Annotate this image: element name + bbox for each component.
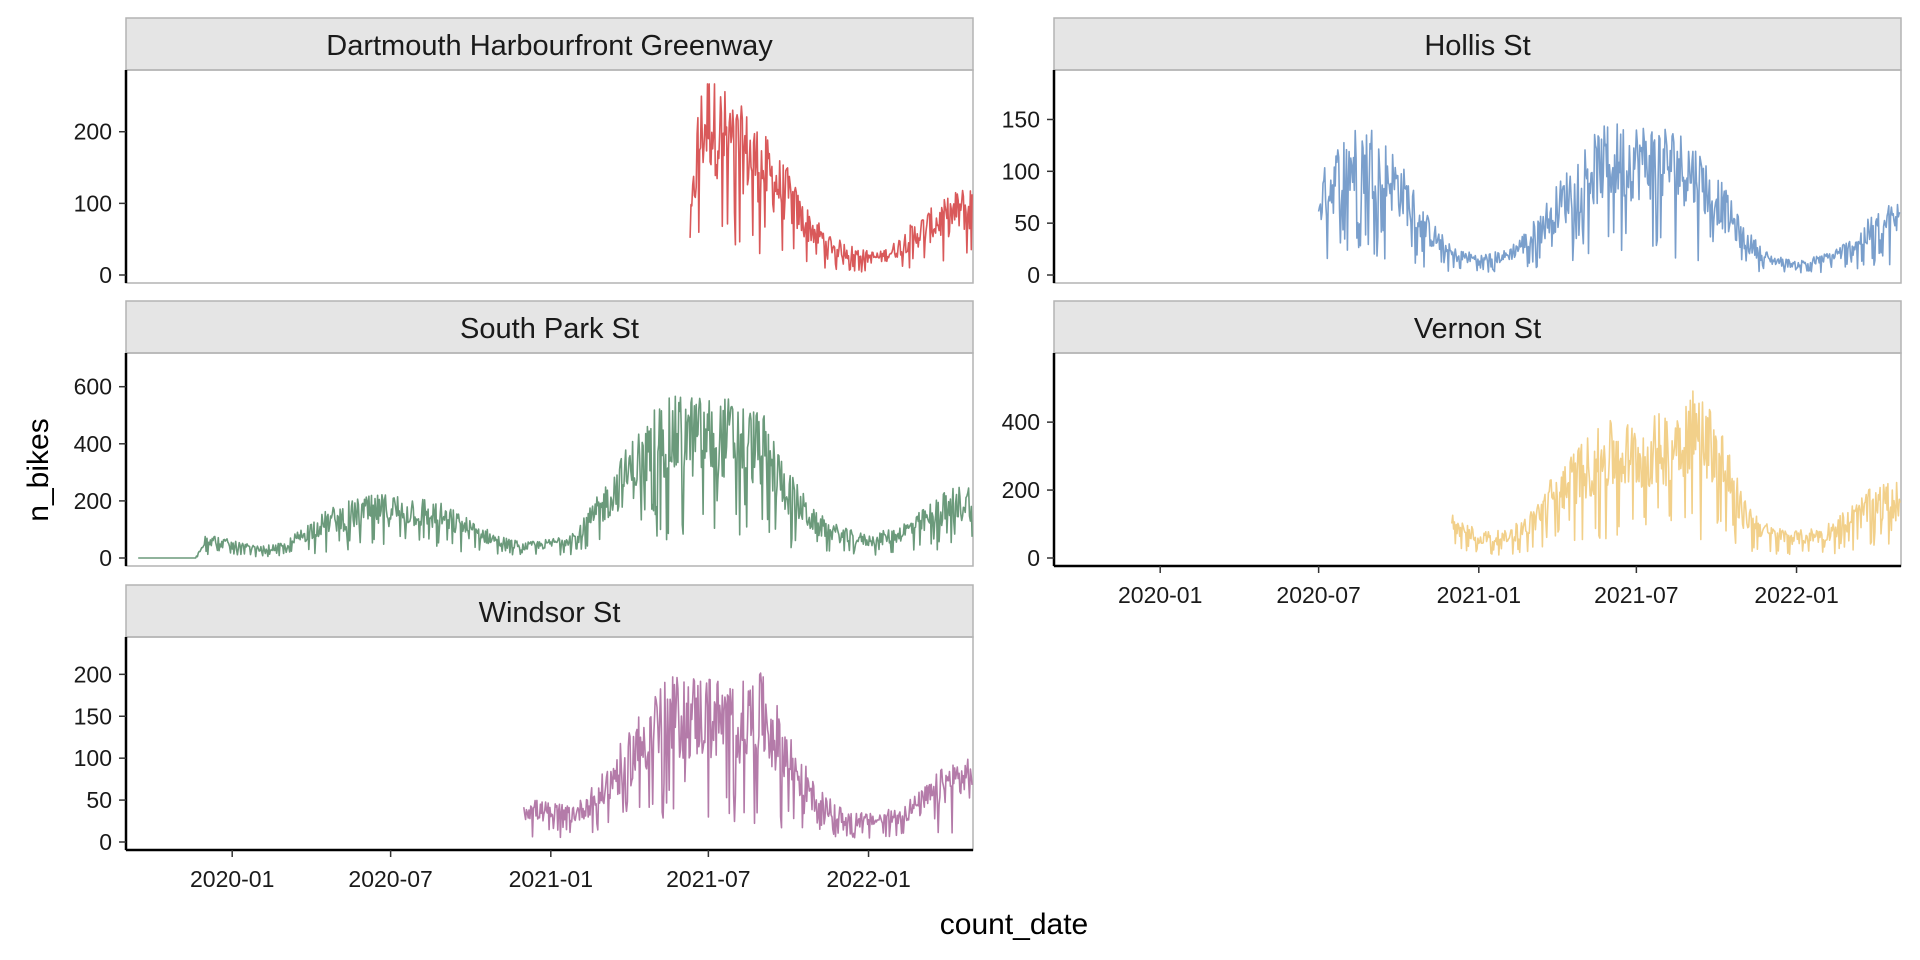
- y-tick-label: 200: [74, 488, 112, 514]
- y-tick-label: 150: [1002, 106, 1040, 132]
- x-tick-label: 2020-07: [348, 866, 432, 892]
- facet-panel-border: [1053, 69, 1902, 284]
- x-tick-label: 2020-07: [1276, 582, 1360, 608]
- y-tick-label: 200: [74, 119, 112, 145]
- facet-panel-border: [1053, 352, 1902, 567]
- y-tick-label: 0: [99, 545, 112, 571]
- y-tick-label: 600: [74, 374, 112, 400]
- facet-strip: [1053, 300, 1902, 354]
- y-tick-label: 400: [74, 431, 112, 457]
- facet-strip-label: Dartmouth Harbourfront Greenway: [326, 30, 773, 62]
- series-line: [1451, 390, 1901, 556]
- facet-strip-label: Hollis St: [1424, 30, 1530, 62]
- facet-strip-label: Vernon St: [1414, 313, 1541, 345]
- y-tick-label: 100: [1002, 158, 1040, 184]
- x-axis-title: count_date: [940, 908, 1088, 941]
- facet-strip: [125, 300, 974, 354]
- y-tick-label: 0: [1027, 545, 1040, 571]
- facet-strip: [125, 17, 974, 71]
- facet-panels: Dartmouth Harbourfront Greenway 0 100 200 Ho…: [74, 17, 1902, 892]
- y-tick-label: 100: [74, 745, 112, 771]
- y-tick-label: 0: [1027, 262, 1040, 288]
- y-tick-label: 0: [99, 262, 112, 288]
- x-tick-label: 2021-07: [666, 866, 750, 892]
- y-tick-label: 400: [1002, 409, 1040, 435]
- series-line: [523, 672, 973, 839]
- y-tick-label: 50: [86, 787, 112, 813]
- y-tick-label: 0: [99, 829, 112, 855]
- facet-panel-2: South Park St 0 200 400 600: [74, 300, 974, 571]
- y-tick-label: 100: [74, 190, 112, 216]
- series-line: [1317, 123, 1901, 274]
- y-tick-label: 200: [74, 661, 112, 687]
- facet-panel-3: Vernon St 0 200 400 2020-01 2020-07 2021-01 202…: [1002, 300, 1902, 608]
- x-tick-label: 2021-01: [1437, 582, 1521, 608]
- facet-panel-border: [125, 352, 974, 567]
- facet-panel-0: Dartmouth Harbourfront Greenway 0 100 200: [74, 17, 974, 288]
- x-tick-label: 2022-01: [826, 866, 910, 892]
- y-axis-title: n_bikes: [22, 418, 55, 521]
- facet-panel-1: Hollis St 0 50 100 150: [1002, 17, 1902, 288]
- x-tick-label: 2020-01: [190, 866, 274, 892]
- y-tick-label: 150: [74, 703, 112, 729]
- x-tick-label: 2021-01: [509, 866, 593, 892]
- x-tick-label: 2020-01: [1118, 582, 1202, 608]
- y-tick-label: 50: [1014, 210, 1040, 236]
- x-tick-label: 2021-07: [1594, 582, 1678, 608]
- y-tick-label: 200: [1002, 477, 1040, 503]
- series-line: [138, 395, 973, 559]
- x-tick-label: 2022-01: [1754, 582, 1838, 608]
- facet-panel-4: Windsor St 0 50 100 150 200 2020-01 2020-07 2021…: [74, 584, 974, 892]
- facet-strip-label: Windsor St: [479, 597, 621, 629]
- series-line: [689, 83, 973, 273]
- facet-strip-label: South Park St: [460, 313, 639, 345]
